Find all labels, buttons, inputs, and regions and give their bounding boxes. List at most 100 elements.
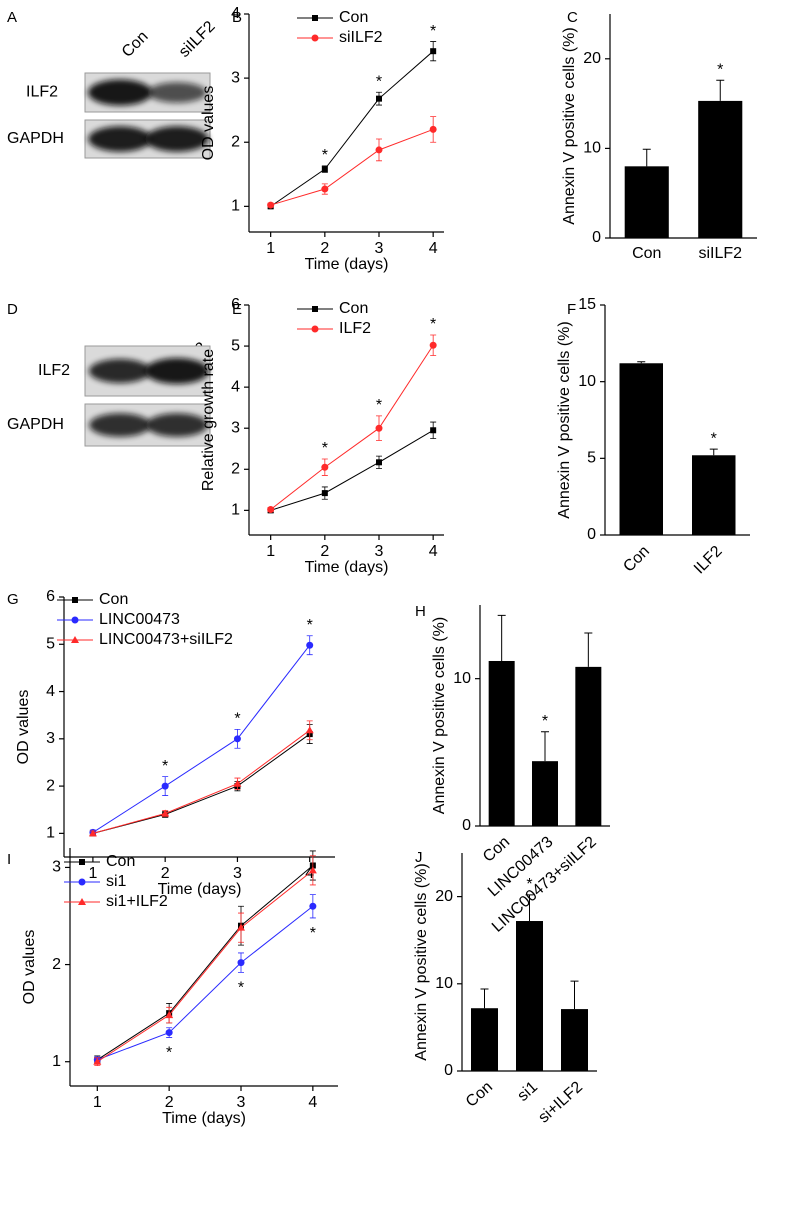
y-tick-label: 5 bbox=[231, 337, 240, 354]
y-tick-label: 3 bbox=[231, 69, 240, 86]
blot-band bbox=[88, 358, 152, 384]
series-line bbox=[92, 644, 311, 833]
panel-letter: C bbox=[567, 9, 578, 26]
x-tick-label: 4 bbox=[429, 240, 438, 257]
y-tick-label: 20 bbox=[435, 888, 453, 905]
marker bbox=[429, 341, 437, 349]
significance-star: * bbox=[166, 1045, 172, 1062]
y-axis-label: OD values bbox=[200, 86, 217, 161]
marker bbox=[321, 490, 328, 497]
y-tick-label: 2 bbox=[231, 461, 240, 478]
bar bbox=[471, 1008, 498, 1071]
x-tick-label: 3 bbox=[237, 1094, 246, 1111]
x-tick-label: 1 bbox=[266, 543, 275, 560]
x-tick-label: Con bbox=[620, 543, 653, 576]
marker bbox=[321, 185, 329, 193]
marker bbox=[321, 463, 329, 471]
legend-label: Con bbox=[339, 300, 368, 317]
y-tick-label: 2 bbox=[46, 777, 55, 794]
y-tick-label: 5 bbox=[587, 450, 596, 467]
panel-letter: D bbox=[7, 301, 18, 318]
marker bbox=[165, 1011, 174, 1019]
y-tick-label: 3 bbox=[46, 730, 55, 747]
x-tick-label: 3 bbox=[375, 543, 384, 560]
y-tick-label: 1 bbox=[231, 502, 240, 519]
row-label: GAPDH bbox=[7, 130, 64, 147]
legend-marker bbox=[311, 325, 319, 333]
marker bbox=[321, 166, 328, 173]
legend-marker bbox=[312, 15, 318, 21]
significance-star: * bbox=[717, 62, 723, 79]
bar bbox=[575, 666, 602, 826]
marker bbox=[308, 866, 317, 874]
x-tick-label: 2 bbox=[165, 1094, 174, 1111]
bar bbox=[532, 761, 558, 826]
series-line bbox=[97, 869, 314, 1063]
x-tick-label: ILF2 bbox=[691, 543, 726, 578]
legend-label: LINC00473+siILF2 bbox=[99, 631, 233, 648]
y-tick-label: 0 bbox=[462, 817, 471, 834]
x-tick-label: 3 bbox=[375, 240, 384, 257]
x-tick-label: Con bbox=[480, 833, 513, 865]
marker bbox=[430, 427, 437, 434]
x-tick-label: 4 bbox=[308, 1094, 317, 1111]
significance-star: * bbox=[310, 925, 316, 942]
bar bbox=[698, 100, 743, 238]
legend-marker bbox=[79, 859, 85, 865]
series-line bbox=[97, 865, 314, 1061]
x-axis-label: Time (days) bbox=[305, 256, 389, 273]
bar bbox=[624, 166, 669, 238]
legend-marker bbox=[78, 878, 86, 886]
marker bbox=[237, 959, 245, 967]
y-tick-label: 15 bbox=[578, 296, 596, 313]
significance-star: * bbox=[376, 397, 382, 414]
marker bbox=[306, 641, 314, 649]
significance-star: * bbox=[322, 147, 328, 164]
legend-marker bbox=[311, 34, 319, 42]
lane-label: siILF2 bbox=[176, 18, 219, 61]
y-tick-label: 3 bbox=[52, 859, 61, 876]
marker bbox=[429, 125, 437, 133]
blot-band bbox=[145, 358, 209, 384]
panel-letter: E bbox=[232, 301, 242, 318]
blot-band bbox=[145, 126, 209, 152]
bar bbox=[488, 660, 515, 826]
y-tick-label: 10 bbox=[583, 140, 601, 157]
panel-letter: H bbox=[415, 603, 426, 620]
marker bbox=[430, 48, 437, 55]
y-tick-label: 3 bbox=[231, 419, 240, 436]
error-bar bbox=[497, 614, 506, 661]
bar bbox=[692, 455, 736, 535]
legend-label: siILF2 bbox=[339, 29, 383, 46]
x-tick-label: 3 bbox=[233, 865, 242, 882]
series-line bbox=[270, 429, 434, 511]
y-tick-label: 1 bbox=[46, 825, 55, 842]
significance-star: * bbox=[234, 711, 240, 728]
legend-label: ILF2 bbox=[339, 320, 371, 337]
error-bar bbox=[570, 980, 579, 1010]
legend-label: si1 bbox=[106, 873, 127, 890]
significance-star: * bbox=[307, 617, 313, 634]
blot-band bbox=[146, 413, 208, 437]
y-tick-label: 0 bbox=[592, 229, 601, 246]
error-bar bbox=[525, 894, 534, 922]
bar bbox=[619, 363, 663, 535]
error-bar bbox=[584, 632, 593, 667]
row-label: GAPDH bbox=[7, 416, 64, 433]
lane-label: Con bbox=[119, 28, 152, 61]
blot-band bbox=[88, 79, 152, 106]
y-tick-label: 10 bbox=[578, 373, 596, 390]
y-tick-label: 0 bbox=[587, 526, 596, 543]
x-tick-label: 2 bbox=[320, 543, 329, 560]
x-axis-label: Time (days) bbox=[162, 1110, 246, 1127]
significance-star: * bbox=[430, 23, 436, 40]
x-tick-label: 2 bbox=[161, 865, 170, 882]
significance-star: * bbox=[526, 876, 532, 893]
panel-letter: J bbox=[415, 849, 423, 866]
error-bar bbox=[541, 731, 549, 762]
marker bbox=[93, 1057, 102, 1065]
y-axis-label: OD values bbox=[15, 690, 32, 765]
legend-label: Con bbox=[106, 853, 135, 870]
marker bbox=[376, 95, 382, 102]
y-tick-label: 4 bbox=[46, 683, 55, 700]
